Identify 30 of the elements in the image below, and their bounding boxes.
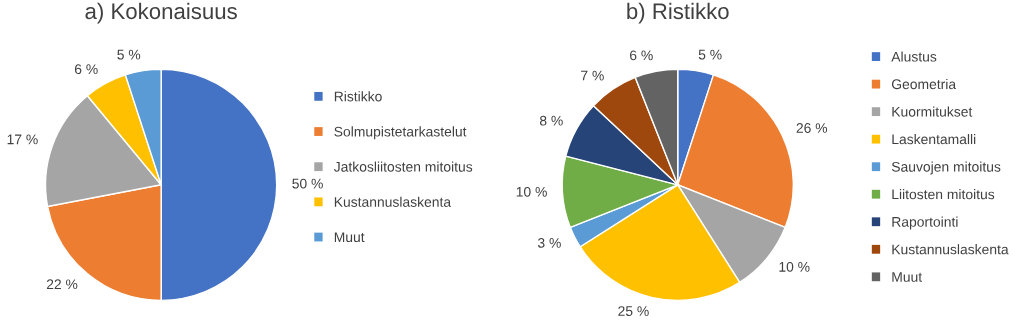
data-label: 17 % bbox=[7, 134, 38, 145]
data-label: 10 % bbox=[516, 186, 547, 197]
legend-label: Kustannuslaskenta bbox=[892, 244, 1009, 255]
chart-title: b) Ristikko bbox=[627, 2, 729, 24]
legend-label: Kustannuslaskenta bbox=[334, 196, 452, 207]
legend-label: Kuormitukset bbox=[892, 106, 973, 117]
legend-label: Raportointi bbox=[892, 216, 958, 230]
legend-label: Ristikko bbox=[334, 91, 382, 102]
data-label: 3 % bbox=[537, 237, 561, 248]
chart-title: a) Kokonaisuus bbox=[85, 2, 237, 24]
legend-label: Jatkosliitosten mitoitus bbox=[333, 161, 473, 172]
data-label: 5 % bbox=[117, 49, 141, 60]
legend-label: Laskentamalli bbox=[892, 134, 976, 145]
data-label: 22 % bbox=[46, 279, 78, 290]
data-label: 10 % bbox=[779, 261, 810, 272]
legend-label: Muut bbox=[334, 232, 365, 243]
legend-label: Alustus bbox=[891, 51, 937, 62]
data-label: 50 % bbox=[292, 178, 323, 189]
data-label: 7 % bbox=[581, 70, 604, 81]
legend-label: Solmupistetarkastelut bbox=[334, 126, 467, 140]
data-label: 6 % bbox=[74, 64, 98, 75]
data-label: 26 % bbox=[796, 123, 828, 133]
data-label: 8 % bbox=[539, 115, 563, 126]
legend-label: Geometria bbox=[891, 78, 957, 90]
legend-label: Liitosten mitoitus bbox=[892, 189, 995, 200]
legend-label: Sauvojen mitoitus bbox=[891, 161, 1001, 175]
data-label: 25 % bbox=[618, 306, 649, 316]
legend-label: Muut bbox=[892, 272, 923, 282]
data-label: 5 % bbox=[698, 49, 722, 60]
data-label: 6 % bbox=[630, 50, 653, 61]
